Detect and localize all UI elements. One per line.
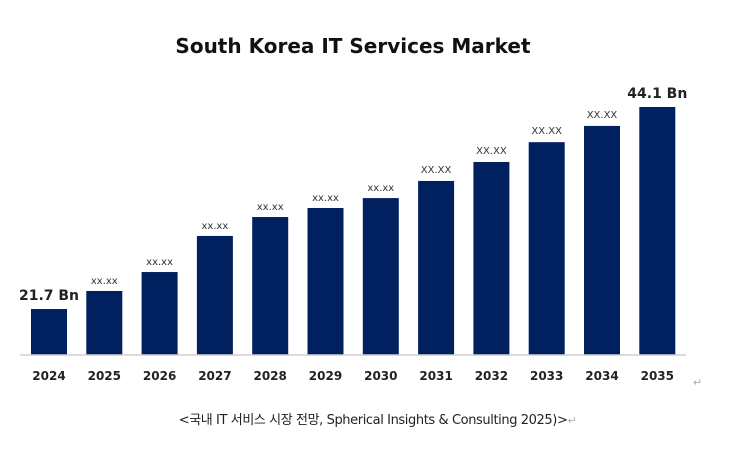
caption-text: <국내 IT 서비스 시장 전망, Spherical Insights & C… — [178, 413, 568, 428]
bar-2024 — [31, 309, 67, 355]
x-tick-2030: 2030 — [364, 369, 397, 383]
x-tick-2035: 2035 — [641, 369, 674, 383]
bar-2035 — [639, 107, 676, 355]
bar-2031 — [418, 180, 455, 355]
bar-2026 — [141, 272, 178, 355]
x-tick-2031: 2031 — [419, 369, 452, 383]
bar-2034 — [584, 125, 620, 356]
bar-2027 — [196, 235, 233, 355]
data-label-2034: XX.XX — [587, 110, 618, 121]
chart-title: South Korea IT Services Market — [175, 34, 531, 58]
data-label-2033: XX.XX — [531, 126, 562, 137]
return-mark: ↵ — [693, 377, 703, 389]
x-tick-2028: 2028 — [253, 369, 286, 383]
bar-chart: South Korea IT Services Market 21.7 Bn 20… — [19, 34, 687, 383]
data-label-2026: xx.xx — [146, 257, 173, 268]
data-label-2029: xx.xx — [312, 193, 339, 204]
x-tick-2025: 2025 — [88, 369, 121, 383]
data-label-2027: xx.xx — [201, 221, 228, 232]
x-tick-2032: 2032 — [475, 369, 508, 383]
bar-2028 — [252, 217, 289, 355]
x-tick-2027: 2027 — [198, 369, 231, 383]
x-tick-2034: 2034 — [585, 369, 618, 383]
data-label-2028: xx.xx — [257, 202, 284, 213]
data-label-2030: xx.xx — [367, 183, 394, 194]
x-tick-2029: 2029 — [309, 369, 342, 383]
data-label-2024: 21.7 Bn — [19, 288, 79, 304]
bar-2029 — [307, 208, 344, 355]
bar-2033 — [528, 142, 565, 355]
bar-2030 — [362, 198, 399, 355]
caption: <국내 IT 서비스 시장 전망, Spherical Insights & C… — [0, 409, 755, 428]
bar-2032 — [473, 162, 510, 355]
x-tick-2024: 2024 — [32, 369, 65, 383]
data-label-2032: XX.XX — [476, 146, 507, 157]
x-tick-2033: 2033 — [530, 369, 563, 383]
data-label-2035: 44.1 Bn — [627, 86, 687, 102]
data-label-2025: xx.xx — [91, 276, 118, 287]
return-mark: ↵ — [567, 414, 577, 427]
bar-2025 — [86, 290, 123, 355]
data-label-2031: XX.XX — [421, 165, 452, 176]
x-tick-2026: 2026 — [143, 369, 176, 383]
